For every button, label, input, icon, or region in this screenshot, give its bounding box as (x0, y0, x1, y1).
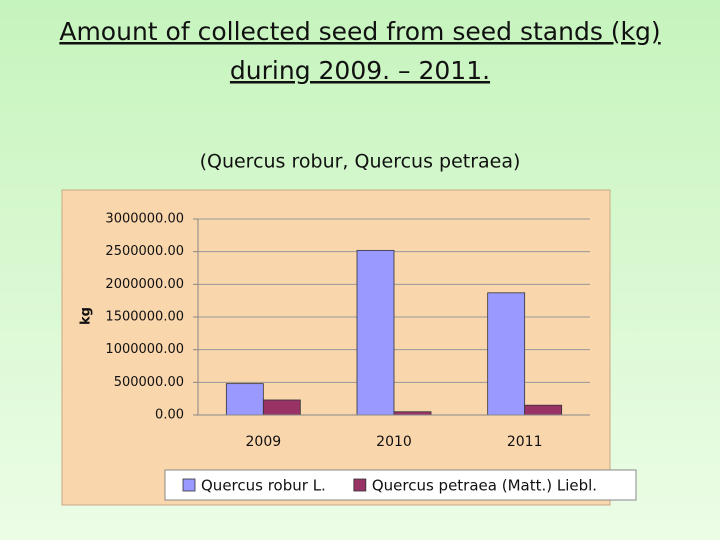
y-tick-label: 500000.00 (114, 375, 184, 390)
y-tick-label: 0.00 (155, 408, 184, 423)
bar (487, 292, 526, 416)
bar (524, 404, 563, 416)
bar (262, 399, 301, 416)
title-line: during 2009. – 2011. (230, 56, 490, 85)
y-tick-label: 3000000.00 (105, 212, 184, 227)
x-tick-label: 2009 (246, 434, 282, 450)
y-tick-label: 2500000.00 (105, 244, 184, 259)
legend-label: Quercus robur L. (201, 477, 326, 495)
title-line: Amount of collected seed from seed stand… (59, 17, 660, 46)
legend-swatch (353, 478, 367, 492)
bar (356, 249, 395, 416)
subtitle: (Quercus robur, Quercus petraea) (200, 151, 521, 173)
x-tick-label: 2011 (507, 434, 543, 450)
y-axis-label: kg (79, 307, 94, 325)
bar (225, 383, 264, 416)
legend-label: Quercus petraea (Matt.) Liebl. (372, 477, 597, 495)
y-tick-label: 1000000.00 (105, 342, 184, 357)
y-tick-label: 2000000.00 (105, 277, 184, 292)
legend-swatch (182, 478, 196, 492)
legend (164, 469, 637, 501)
y-tick-label: 1500000.00 (105, 310, 184, 325)
x-tick-label: 2010 (376, 434, 412, 450)
